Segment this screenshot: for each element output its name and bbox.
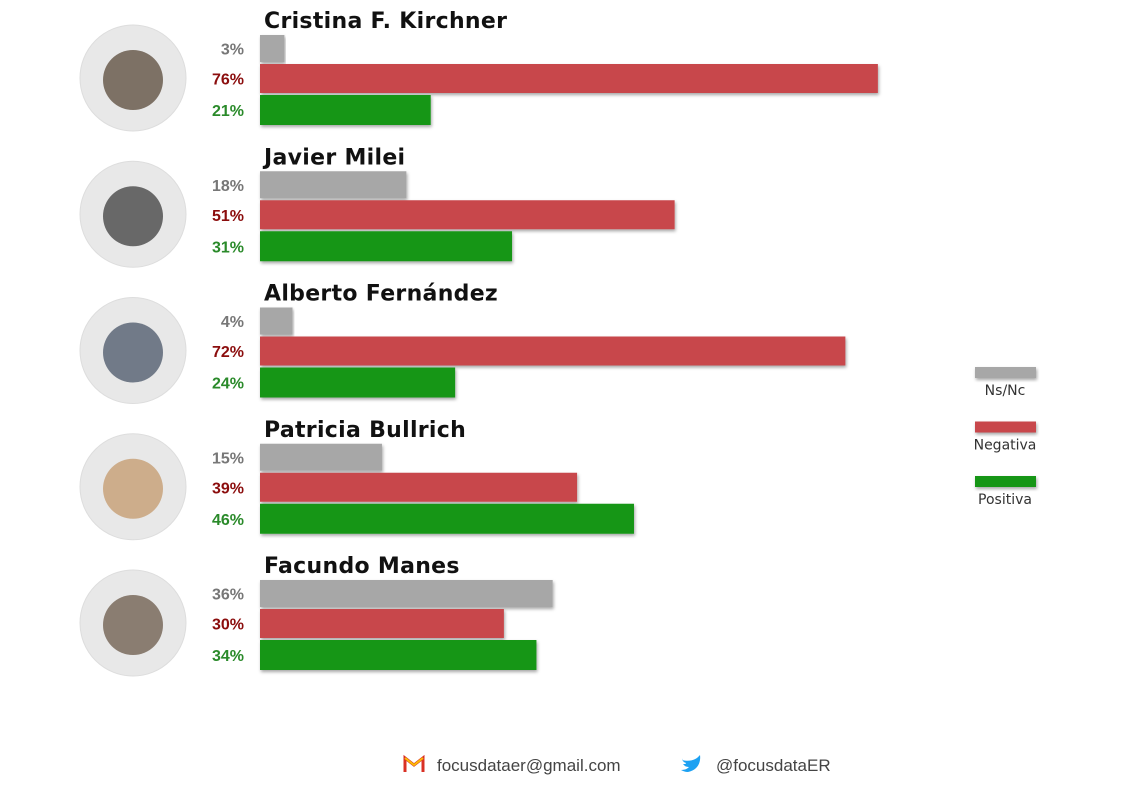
value-label: 39% bbox=[212, 480, 244, 497]
candidate-name: Facundo Manes bbox=[264, 554, 460, 579]
footer: focusdataer@gmail.com @focusdataER bbox=[403, 754, 831, 775]
value-label: 76% bbox=[212, 72, 244, 89]
value-label: 51% bbox=[212, 208, 244, 225]
bar bbox=[260, 503, 634, 534]
group: Patricia Bullrich 15% 39% 46% bbox=[79, 418, 466, 541]
legend-label: Negativa bbox=[974, 438, 1037, 454]
value-label: 24% bbox=[212, 376, 244, 393]
bar bbox=[260, 367, 456, 398]
photo-figure bbox=[103, 595, 163, 655]
value-label: 3% bbox=[221, 42, 244, 59]
value-label: 4% bbox=[221, 314, 244, 331]
group: Alberto Fernández 4% 72% 24% bbox=[79, 282, 498, 404]
value-label: 18% bbox=[212, 178, 244, 195]
value-label: 72% bbox=[212, 344, 244, 361]
group: Javier Milei 18% 51% 31% bbox=[79, 145, 405, 268]
group: Facundo Manes 36% 30% 34% bbox=[79, 554, 460, 677]
value-label: 34% bbox=[212, 648, 244, 665]
gmail-icon bbox=[403, 754, 425, 772]
photo-figure bbox=[103, 322, 163, 383]
photo-figure bbox=[103, 186, 163, 247]
bar bbox=[260, 336, 846, 366]
value-label: 46% bbox=[212, 512, 244, 529]
value-label: 36% bbox=[212, 587, 244, 604]
photo-figure bbox=[103, 50, 163, 110]
candidate-name: Javier Milei bbox=[262, 145, 405, 170]
photo-figure bbox=[103, 458, 163, 519]
candidate-name: Alberto Fernández bbox=[264, 282, 498, 307]
candidate-name: Cristina F. Kirchner bbox=[264, 9, 507, 34]
footer-email: focusdataer@gmail.com bbox=[437, 756, 621, 775]
footer-twitter: @focusdataER bbox=[716, 756, 831, 775]
value-label: 15% bbox=[212, 450, 244, 467]
legend-swatch bbox=[975, 476, 1036, 487]
bar bbox=[260, 640, 537, 670]
bar bbox=[260, 95, 431, 125]
bar bbox=[260, 200, 675, 230]
bar bbox=[260, 35, 285, 62]
bar bbox=[260, 609, 504, 638]
bar bbox=[260, 472, 578, 502]
legend-swatch bbox=[975, 367, 1036, 378]
bar bbox=[260, 443, 382, 471]
value-label: 30% bbox=[212, 617, 244, 634]
legend-swatch bbox=[975, 421, 1036, 433]
candidate-name: Patricia Bullrich bbox=[264, 418, 466, 443]
bar bbox=[260, 580, 553, 607]
value-label: 21% bbox=[212, 103, 244, 120]
bar bbox=[260, 64, 878, 93]
bar bbox=[260, 231, 513, 262]
twitter-icon bbox=[681, 755, 701, 772]
value-label: 31% bbox=[212, 239, 244, 256]
bar bbox=[260, 307, 293, 335]
legend-label: Ns/Nc bbox=[985, 383, 1026, 399]
legend-label: Positiva bbox=[978, 492, 1032, 508]
bar bbox=[260, 171, 407, 199]
group: Cristina F. Kirchner 3% 76% 21% bbox=[79, 9, 507, 132]
